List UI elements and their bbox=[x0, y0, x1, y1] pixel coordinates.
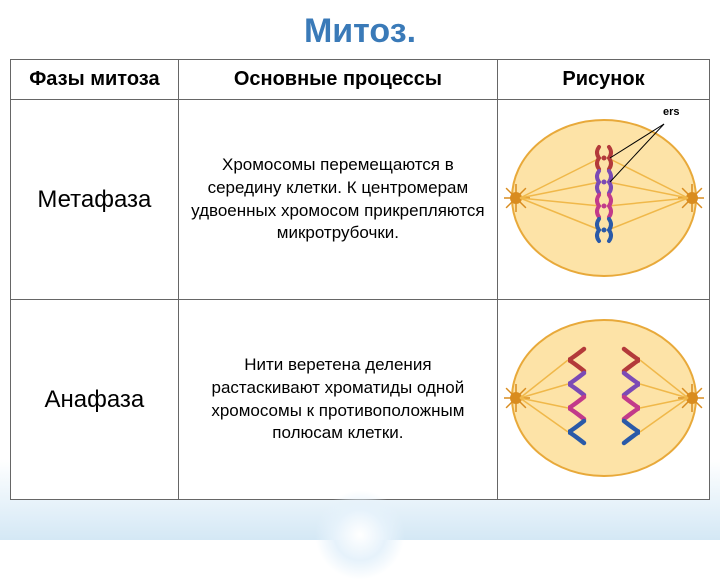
figure-cell-anaphase bbox=[498, 300, 710, 500]
header-row: Фазы митоза Основные процессы Рисунок bbox=[11, 60, 710, 100]
mitosis-table: Фазы митоза Основные процессы Рисунок Ме… bbox=[10, 59, 710, 500]
process-cell: Нити веретена деления растаскивают хрома… bbox=[178, 300, 497, 500]
header-phase: Фазы митоза bbox=[11, 60, 179, 100]
phase-name-metaphase: Метафаза bbox=[15, 186, 174, 214]
row-anaphase: Анафаза Нити веретена деления растаскива… bbox=[11, 300, 710, 500]
phase-cell: Анафаза bbox=[11, 300, 179, 500]
phase-cell: Метафаза bbox=[11, 100, 179, 300]
process-anaphase: Нити веретена деления растаскивают хрома… bbox=[183, 350, 493, 450]
header-figure: Рисунок bbox=[498, 60, 710, 100]
anaphase-diagram bbox=[504, 310, 704, 490]
metaphase-diagram: ers bbox=[504, 110, 704, 290]
process-cell: Хромосомы перемещаются в середину клетки… bbox=[178, 100, 497, 300]
process-metaphase: Хромосомы перемещаются в середину клетки… bbox=[183, 150, 493, 250]
page-title: Митоз. bbox=[0, 0, 720, 59]
header-process: Основные процессы bbox=[178, 60, 497, 100]
phase-name-anaphase: Анафаза bbox=[15, 386, 174, 414]
figure-cell-metaphase: ers bbox=[498, 100, 710, 300]
row-metaphase: Метафаза Хромосомы перемещаются в середи… bbox=[11, 100, 710, 300]
decorative-glow bbox=[315, 490, 405, 580]
ers-label: ers bbox=[663, 106, 680, 118]
